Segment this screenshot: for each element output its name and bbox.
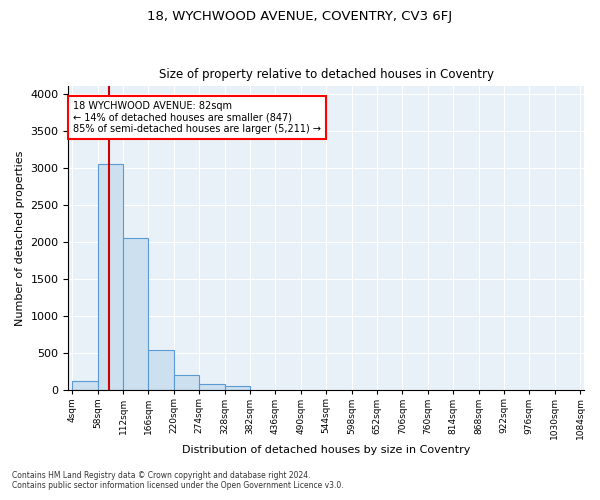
Y-axis label: Number of detached properties: Number of detached properties [15, 150, 25, 326]
Bar [224, 386, 250, 390]
Title: Size of property relative to detached houses in Coventry: Size of property relative to detached ho… [158, 68, 494, 81]
Bar [123, 238, 148, 390]
Text: Contains HM Land Registry data © Crown copyright and database right 2024.
Contai: Contains HM Land Registry data © Crown c… [12, 470, 344, 490]
Bar [199, 384, 224, 390]
Text: 18, WYCHWOOD AVENUE, COVENTRY, CV3 6FJ: 18, WYCHWOOD AVENUE, COVENTRY, CV3 6FJ [148, 10, 452, 23]
Text: 18 WYCHWOOD AVENUE: 82sqm
← 14% of detached houses are smaller (847)
85% of semi: 18 WYCHWOOD AVENUE: 82sqm ← 14% of detac… [73, 101, 321, 134]
X-axis label: Distribution of detached houses by size in Coventry: Distribution of detached houses by size … [182, 445, 470, 455]
Bar [148, 350, 174, 391]
Bar [98, 164, 123, 390]
Bar [72, 380, 98, 390]
Bar [174, 375, 199, 390]
